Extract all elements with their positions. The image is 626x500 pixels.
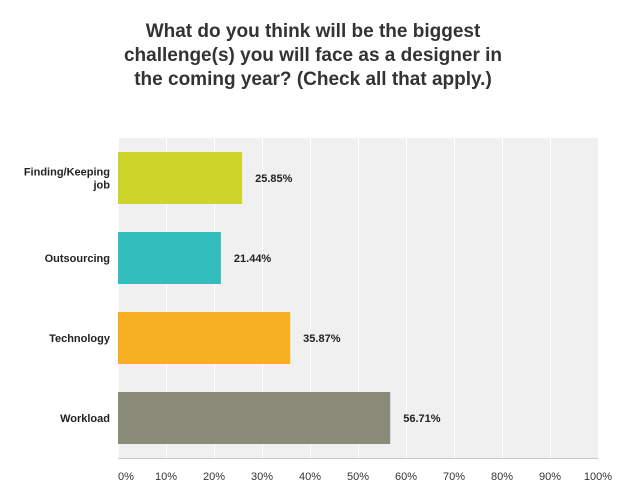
chart-title: What do you think will be the biggest ch… (0, 20, 626, 92)
x-tick-label: 20% (203, 471, 225, 483)
chart-title-line: What do you think will be the biggest (145, 21, 481, 42)
chart-title-line: the coming year? (Check all that apply.) (134, 69, 492, 90)
bar-value-label: 35.87% (303, 333, 341, 345)
x-tick-label: 0% (118, 471, 134, 483)
category-label: Outsourcing (45, 253, 110, 265)
category-label: Technology (49, 333, 111, 345)
x-tick-label: 90% (539, 471, 561, 483)
x-tick-label: 30% (251, 471, 273, 483)
x-tick-label: 100% (584, 471, 612, 483)
bar (118, 392, 391, 444)
x-tick-label: 50% (347, 471, 369, 483)
x-tick-label: 80% (491, 471, 513, 483)
x-tick-label: 70% (443, 471, 465, 483)
bar (118, 232, 221, 284)
category-label: Workload (60, 413, 110, 425)
x-tick-label: 40% (299, 471, 321, 483)
x-tick-label: 10% (155, 471, 177, 483)
x-tick-label: 60% (395, 471, 417, 483)
bar (118, 152, 243, 204)
bar-value-label: 25.85% (255, 173, 293, 185)
chart-title-line: challenge(s) you will face as a designer… (123, 45, 502, 66)
category-label: Finding/Keeping job (24, 167, 110, 192)
bar (118, 312, 291, 364)
bar-value-label: 56.71% (403, 413, 441, 425)
bar-value-label: 21.44% (234, 253, 272, 265)
